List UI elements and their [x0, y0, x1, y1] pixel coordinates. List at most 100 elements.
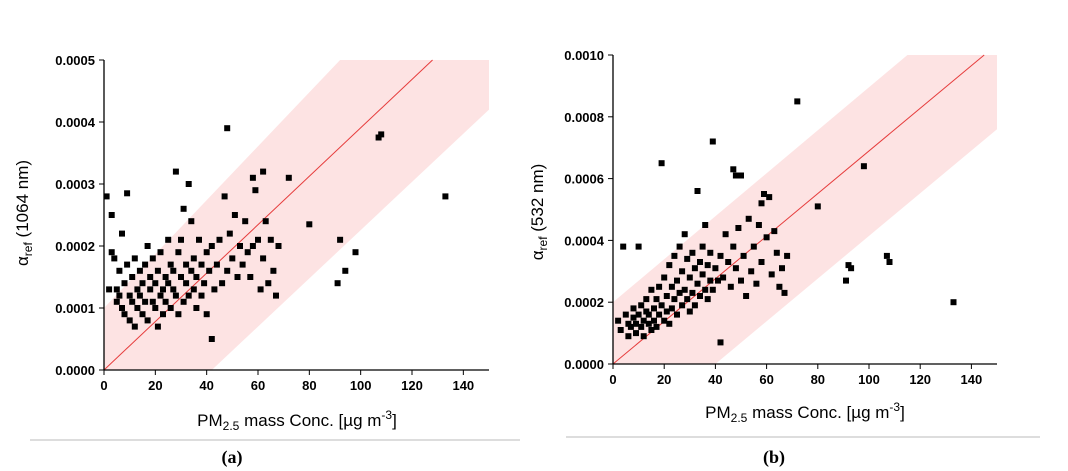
data-point — [244, 249, 251, 256]
data-point — [442, 193, 449, 200]
data-point — [748, 268, 755, 275]
data-point — [352, 249, 359, 256]
data-point — [160, 286, 166, 293]
data-point — [725, 259, 732, 265]
data-point — [193, 274, 200, 280]
data-point — [658, 160, 665, 167]
data-point — [707, 249, 714, 256]
data-point — [686, 308, 693, 315]
data-point — [124, 261, 131, 268]
data-point — [630, 305, 637, 312]
data-point — [193, 305, 200, 311]
data-point — [178, 274, 184, 280]
data-point — [113, 286, 120, 293]
chart-panel-b: 0 20 40 60 80 100 120 140 0.0000 0.0002 0.0004 0.00… — [528, 48, 997, 425]
data-point — [771, 228, 778, 235]
x-tick-label: 80 — [811, 372, 825, 387]
data-point — [715, 277, 721, 284]
x-tick-label: 60 — [251, 378, 265, 393]
data-point — [814, 203, 821, 210]
y-tick-label: 0.0001 — [55, 301, 95, 316]
x-tick-label: 120 — [909, 372, 931, 387]
data-point — [113, 298, 120, 305]
y-axis-label: αref (532 nm) — [528, 164, 550, 261]
data-point — [152, 280, 159, 287]
data-point — [651, 305, 657, 312]
data-point — [119, 305, 125, 311]
data-point — [886, 259, 893, 265]
data-point — [845, 262, 852, 269]
data-point — [267, 236, 274, 243]
data-point — [658, 302, 665, 309]
data-point — [121, 280, 128, 287]
data-point — [730, 166, 737, 173]
data-point — [180, 205, 187, 212]
data-point — [180, 298, 187, 305]
data-point — [779, 265, 785, 272]
data-point — [656, 283, 663, 290]
y-tick-label: 0.0000 — [55, 363, 95, 378]
x-tick-label: 120 — [401, 378, 423, 393]
data-point — [625, 333, 632, 340]
chart-panel-a: 0 20 40 60 80 100 120 140 0.0000 0.0001 0.0002 0.00… — [13, 53, 489, 433]
data-point — [674, 277, 680, 284]
data-point — [185, 292, 192, 299]
data-point — [766, 194, 773, 201]
data-point — [758, 200, 765, 207]
data-point — [699, 271, 706, 278]
data-point — [275, 243, 282, 249]
x-axis-label: PM2.5 mass Conc. [µg m-3] — [705, 400, 905, 425]
data-point — [224, 267, 231, 274]
data-point — [142, 298, 149, 305]
data-point — [139, 311, 146, 318]
data-point — [745, 215, 752, 222]
data-point — [738, 277, 744, 284]
data-point — [671, 296, 678, 303]
data-point — [648, 286, 655, 293]
x-tick-label: 60 — [759, 372, 773, 387]
data-point — [648, 327, 655, 333]
data-point — [252, 187, 259, 194]
data-point — [635, 311, 642, 318]
data-point — [178, 236, 184, 243]
data-point — [689, 289, 696, 296]
y-tick-label: 0.0002 — [55, 239, 95, 254]
x-tick-label: 40 — [199, 378, 213, 393]
data-point — [638, 302, 645, 309]
data-point — [149, 298, 156, 305]
y-tick-label: 0.0003 — [55, 177, 95, 192]
y-tick-label: 0.0006 — [564, 172, 604, 187]
data-point — [260, 168, 267, 175]
data-point — [103, 193, 110, 200]
data-point — [743, 293, 750, 299]
data-point — [707, 277, 714, 284]
x-tick-label: 100 — [858, 372, 880, 387]
data-point — [206, 267, 213, 274]
data-point — [727, 283, 734, 290]
data-point — [843, 277, 849, 284]
data-point — [124, 190, 131, 197]
data-point — [758, 259, 765, 265]
data-point — [231, 212, 238, 218]
data-point — [640, 333, 647, 340]
data-point — [285, 174, 292, 181]
data-point — [663, 308, 670, 315]
data-point — [702, 222, 709, 228]
data-point — [116, 267, 123, 274]
data-point — [242, 218, 249, 225]
x-axis-label: PM2.5 mass Conc. [µg m-3] — [197, 408, 397, 433]
data-point — [152, 305, 159, 311]
data-point — [167, 305, 174, 311]
confidence-band — [104, 60, 489, 370]
data-point — [732, 172, 739, 179]
x-tick-label: 20 — [657, 372, 671, 387]
data-point — [139, 280, 146, 287]
data-point — [691, 302, 698, 309]
data-point — [119, 230, 125, 237]
data-point — [633, 320, 639, 327]
data-point — [216, 236, 223, 243]
data-point — [136, 292, 143, 299]
data-point — [208, 243, 215, 249]
data-point — [755, 222, 762, 228]
